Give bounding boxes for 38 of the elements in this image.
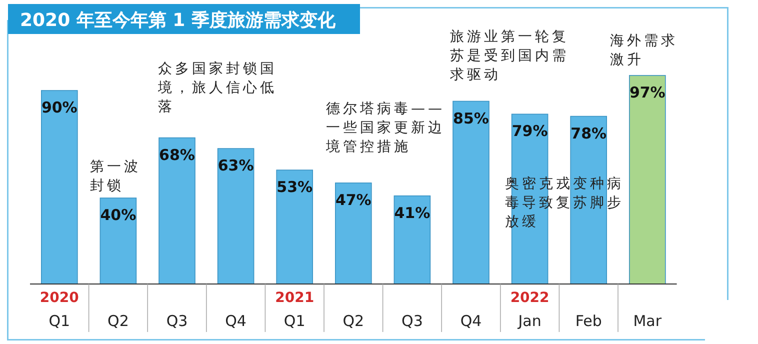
chart-title: 2020 年至今年第 1 季度旅游需求变化 [20, 10, 336, 31]
x-tick-label: 2020 Q1 [40, 290, 80, 330]
text: 海外需求激升 [610, 32, 679, 70]
data-label: 90% [41, 98, 78, 116]
data-label: 47% [335, 190, 372, 209]
x-tick-label: Q4 [225, 312, 246, 330]
annotation: 旅游业第一轮复苏是受到国内需求驱动 [450, 28, 570, 85]
data-label: 63% [218, 156, 254, 175]
annotation: 众多国家封锁国境，旅人信心低落 [158, 60, 278, 117]
x-tick-label: Q3 [402, 312, 423, 330]
data-label: 41% [394, 204, 430, 222]
bar [276, 170, 313, 284]
annotation: 德尔塔病毒——一些国家更新边境管控措施 [326, 100, 446, 157]
data-label: 85% [453, 109, 489, 128]
data-label: 78% [570, 124, 607, 142]
data-label: 79% [512, 122, 548, 140]
data-label: 97% [629, 83, 666, 102]
x-tick-label: Q2 [108, 312, 129, 330]
bar [217, 148, 254, 284]
bar [570, 116, 607, 284]
x-tick-label: 2021 Q1 [275, 290, 314, 330]
bar [394, 195, 431, 284]
annotation: 第一波封锁 [90, 158, 142, 196]
x-tick-label: Mar [633, 312, 662, 330]
bar [41, 90, 78, 284]
bar [629, 75, 666, 284]
bar [335, 182, 372, 284]
data-label: 40% [100, 206, 136, 224]
x-tick-label: 2022 Jan [510, 290, 550, 330]
x-tick-label: Q4 [460, 312, 482, 330]
data-label: 68% [159, 146, 195, 164]
bar [100, 198, 137, 284]
x-tick-label: Feb [575, 312, 602, 330]
data-label: 53% [276, 178, 313, 196]
bar [158, 137, 196, 284]
x-tick-label: Q2 [342, 312, 364, 330]
bar [452, 100, 490, 284]
x-tick-label: Q3 [166, 312, 188, 330]
